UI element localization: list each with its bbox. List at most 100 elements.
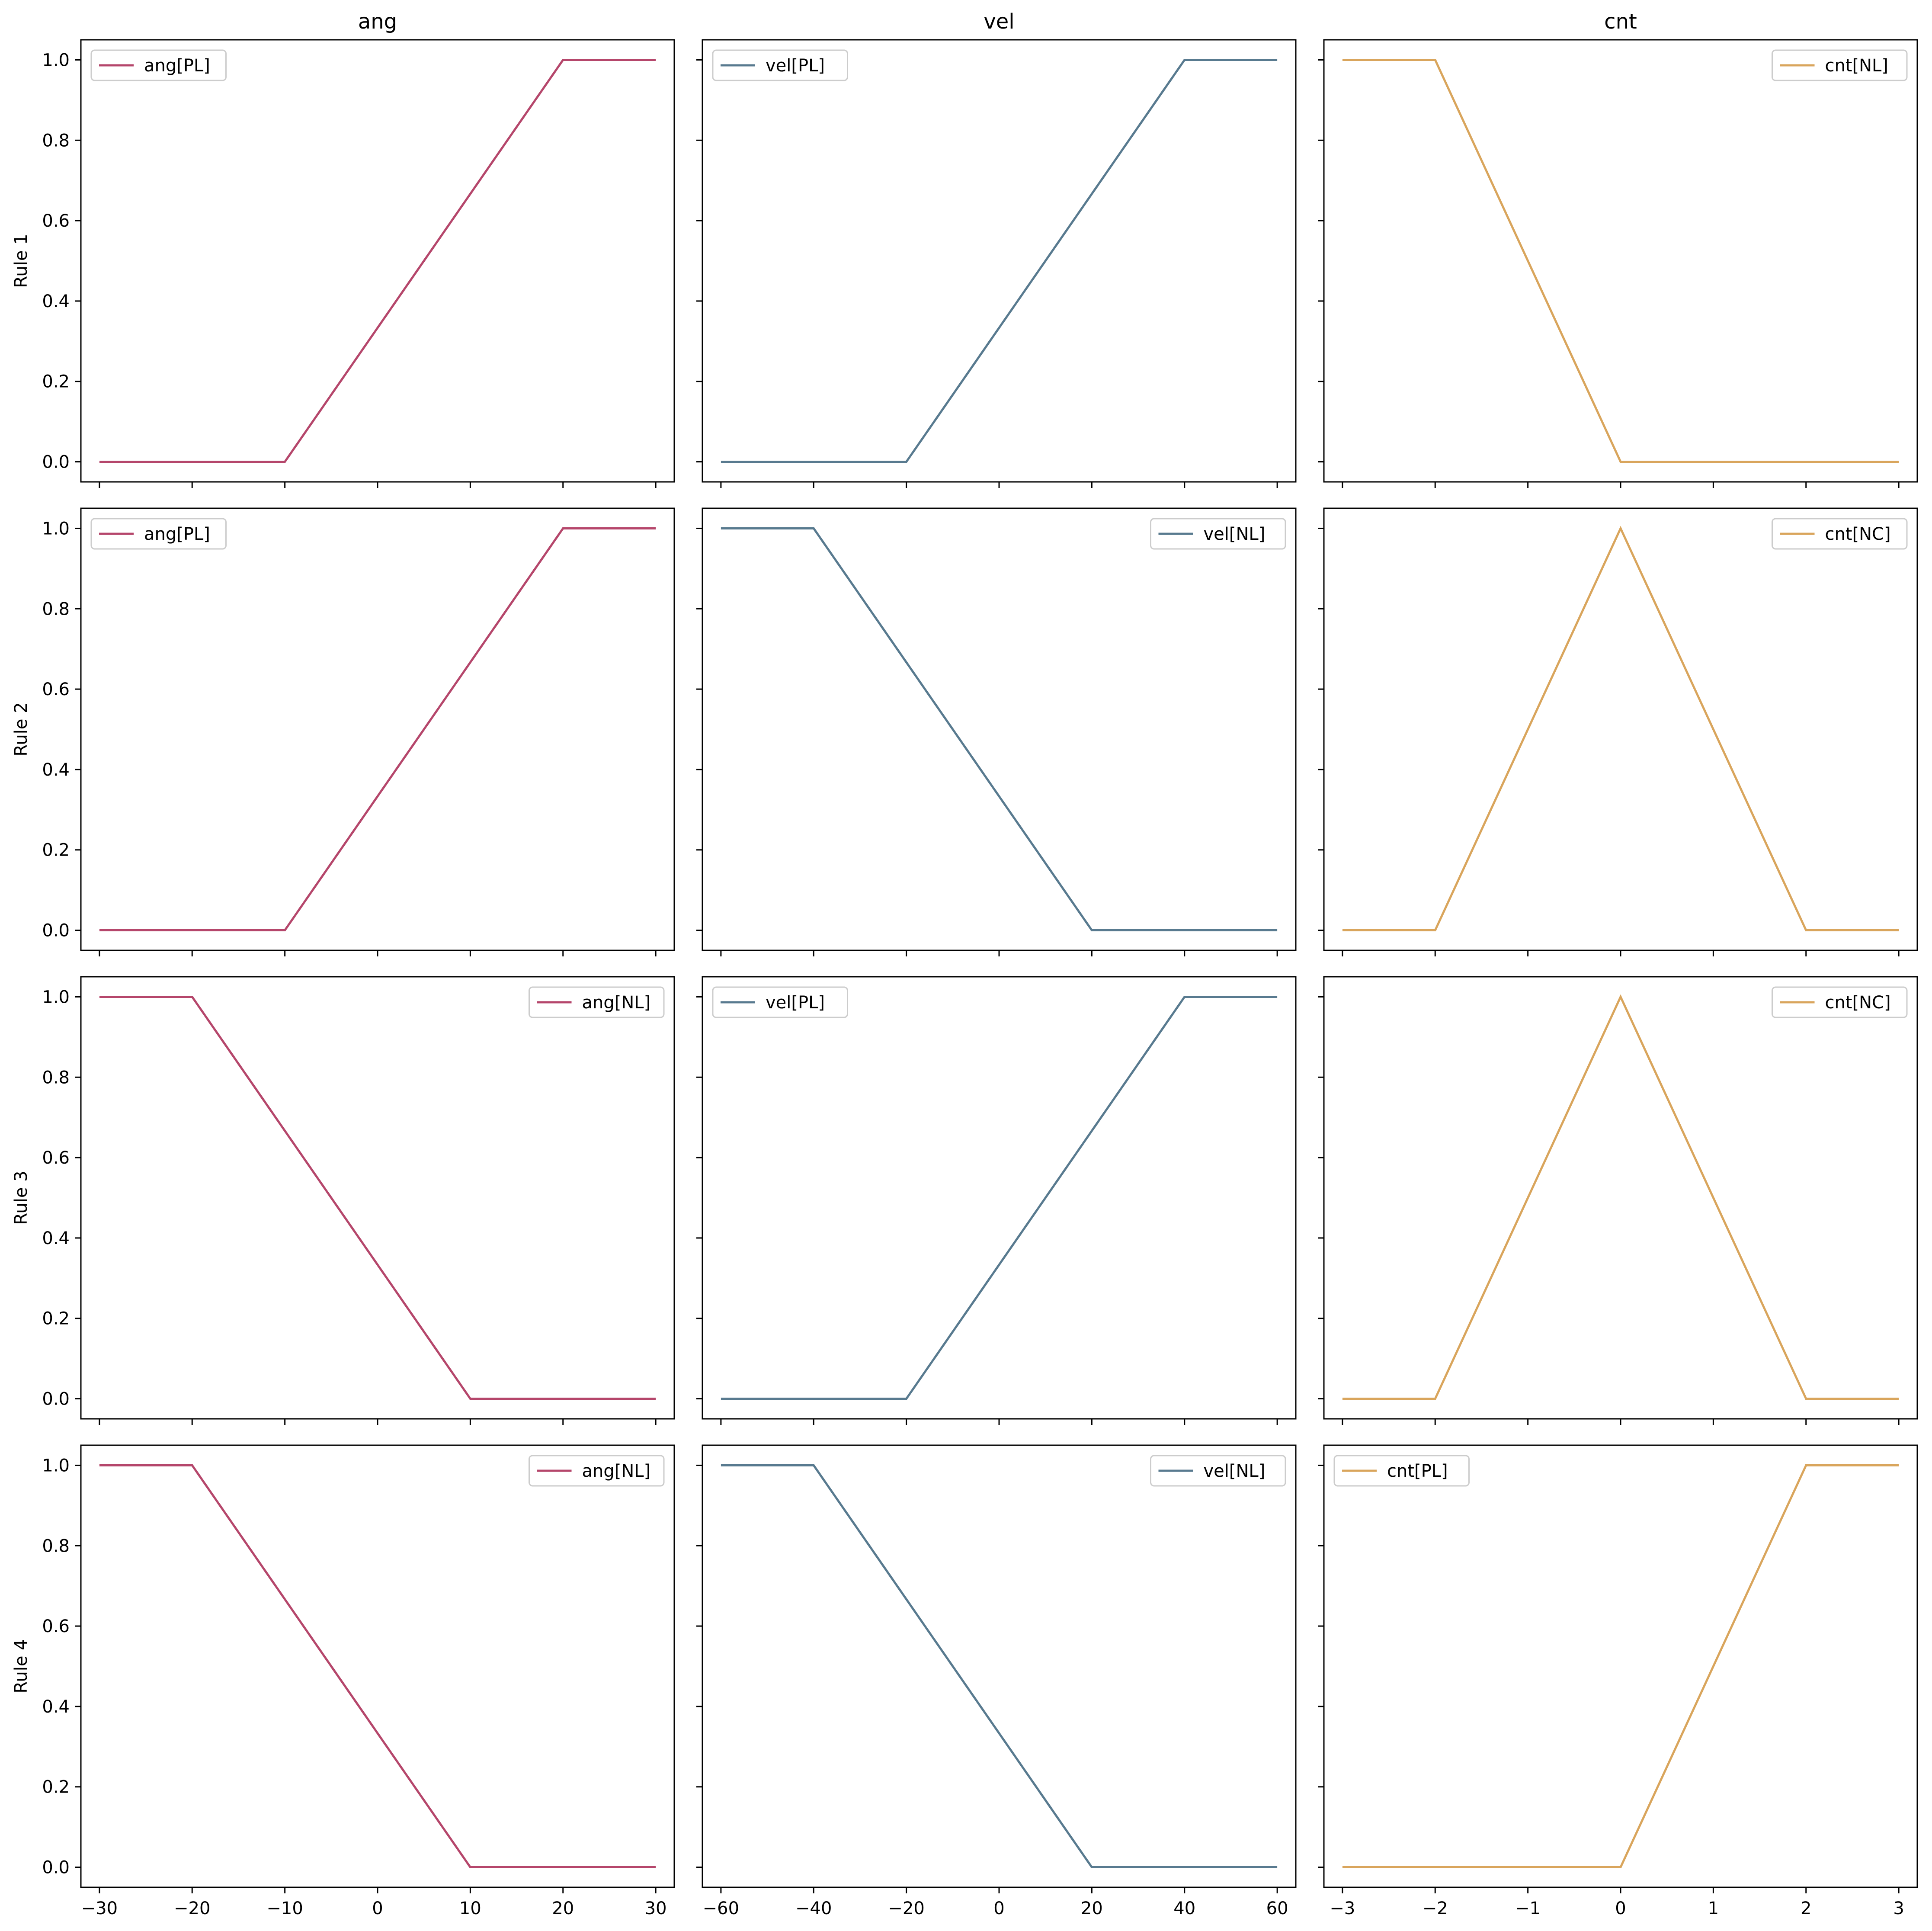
series-line-vel-nl [721, 527, 1278, 931]
legend-box [1772, 49, 1908, 81]
y-tick-label: 0.6 [42, 1617, 70, 1636]
legend: cnt[PL] [1333, 1455, 1470, 1487]
row-label-rule-3: Rule 3 [11, 1171, 31, 1225]
y-tick-label: 1.0 [42, 987, 70, 1007]
axes-frame [1323, 507, 1918, 951]
x-tick-label: 2 [1801, 1899, 1811, 1918]
subplot-grid: ang vel cnt Rule 1 0.0 0.2 0.4 0.6 0.8 1.0 ang[PL]… [11, 10, 1918, 1918]
series-line-ang-nl [99, 1464, 656, 1868]
x-tick-label: 0 [1615, 1899, 1626, 1918]
legend: ang[PL] [90, 49, 227, 81]
axes-frame [80, 1444, 675, 1888]
x-tick-label: 0 [372, 1899, 383, 1918]
series-line-ang-pl [99, 527, 656, 931]
series-line-cnt-pl [1342, 1464, 1899, 1868]
axes-frame [702, 39, 1297, 483]
subplot-rule3-vel: vel[PL] [696, 976, 1297, 1425]
series-line-cnt-nc [1342, 994, 1899, 1400]
row-label-rule-2: Rule 2 [11, 702, 31, 756]
legend-label: vel[PL] [766, 56, 825, 76]
legend: ang[PL] [90, 518, 227, 550]
legend-label: vel[NL] [1204, 1461, 1266, 1481]
axes-frame [702, 976, 1297, 1420]
legend-label: cnt[NC] [1825, 993, 1891, 1013]
legend: vel[NL] [1150, 1455, 1286, 1487]
column-title-ang: ang [358, 10, 397, 34]
subplot-rule2-vel: vel[NL] [696, 507, 1297, 956]
y-tick-label: 1.0 [42, 1456, 70, 1476]
x-tick-label: −3 [1330, 1899, 1355, 1918]
y-tick-label: 0.4 [42, 760, 70, 780]
y-tick-label: 0.2 [42, 840, 70, 860]
legend: cnt[NC] [1772, 518, 1908, 550]
x-tick-label: −2 [1423, 1899, 1448, 1918]
legend-box [90, 49, 227, 81]
x-tick-label: 60 [1266, 1899, 1288, 1918]
axes-frame [702, 507, 1297, 951]
y-tick-label: 1.0 [42, 519, 70, 539]
legend: cnt[NL] [1772, 49, 1908, 81]
legend-label: vel[NL] [1204, 524, 1266, 544]
x-tick-label: −20 [174, 1899, 210, 1918]
legend-label: vel[PL] [766, 993, 825, 1013]
subplot-rule1-vel: vel[PL] [696, 39, 1297, 488]
legend: cnt[NC] [1772, 986, 1908, 1018]
legend-label: ang[PL] [144, 56, 210, 76]
x-tick-label: −60 [703, 1899, 739, 1918]
legend-label: cnt[PL] [1387, 1461, 1448, 1481]
legend-box [529, 1455, 665, 1487]
legend-label: cnt[NC] [1825, 524, 1891, 544]
y-tick-label: 0.4 [42, 292, 70, 311]
legend: ang[NL] [529, 1455, 665, 1487]
subplot-rule3-cnt: cnt[NC] [1318, 976, 1918, 1425]
legend-box [1333, 1455, 1470, 1487]
x-tick-label: 1 [1708, 1899, 1719, 1918]
y-tick-label: 0.6 [42, 1148, 70, 1168]
y-tick-label: 0.4 [42, 1697, 70, 1717]
column-title-vel: vel [984, 10, 1014, 34]
series-line-ang-nl [99, 996, 656, 1400]
x-tick-label: 10 [459, 1899, 481, 1918]
y-tick-label: 0.0 [42, 1858, 70, 1878]
x-tick-label: −20 [888, 1899, 924, 1918]
subplot-rule2-cnt: cnt[NC] [1318, 507, 1918, 956]
subplot-rule4-ang: 0.0 0.2 0.4 0.6 0.8 1.0 −30 −20 −10 0 10 20 30 ang[NL… [42, 1444, 675, 1918]
y-tick-label: 0.0 [42, 1389, 70, 1409]
axes-frame [702, 1444, 1297, 1888]
y-tick-label: 0.0 [42, 452, 70, 472]
x-tick-label: −40 [795, 1899, 832, 1918]
series-line-vel-pl [721, 59, 1278, 463]
subplot-rule3-ang: 0.0 0.2 0.4 0.6 0.8 1.0 ang[NL] [42, 976, 675, 1425]
y-tick-label: 0.4 [42, 1229, 70, 1248]
x-tick-label: 30 [645, 1899, 667, 1918]
x-tick-label: −30 [81, 1899, 118, 1918]
y-tick-label: 0.2 [42, 372, 70, 392]
legend-box [1150, 1455, 1286, 1487]
legend-box [90, 518, 227, 550]
y-tick-label: 0.2 [42, 1777, 70, 1797]
y-tick-label: 0.2 [42, 1309, 70, 1329]
y-tick-label: 0.8 [42, 599, 70, 619]
x-tick-label: 3 [1893, 1899, 1904, 1918]
column-title-cnt: cnt [1604, 10, 1637, 34]
legend-box [1772, 986, 1908, 1018]
x-tick-label: −10 [266, 1899, 303, 1918]
x-tick-label: 40 [1173, 1899, 1195, 1918]
y-tick-label: 1.0 [42, 50, 70, 70]
y-tick-label: 0.6 [42, 680, 70, 699]
legend: vel[PL] [712, 49, 848, 81]
x-tick-label: 20 [552, 1899, 574, 1918]
legend-box [712, 49, 848, 81]
subplot-rule1-ang: 0.0 0.2 0.4 0.6 0.8 1.0 ang[PL] [42, 39, 675, 488]
series-line-vel-nl [721, 1464, 1278, 1868]
axes-frame [1323, 1444, 1918, 1888]
legend-box [529, 986, 665, 1018]
subplot-rule4-cnt: −3 −2 −1 0 1 2 3 cnt[PL] [1318, 1444, 1918, 1918]
legend-box [1150, 518, 1286, 550]
subplot-rule4-vel: −60 −40 −20 0 20 40 60 vel[NL] [696, 1444, 1297, 1918]
x-tick-label: −1 [1515, 1899, 1541, 1918]
series-line-cnt-nc [1342, 526, 1899, 931]
legend-label: ang[NL] [582, 1461, 651, 1481]
